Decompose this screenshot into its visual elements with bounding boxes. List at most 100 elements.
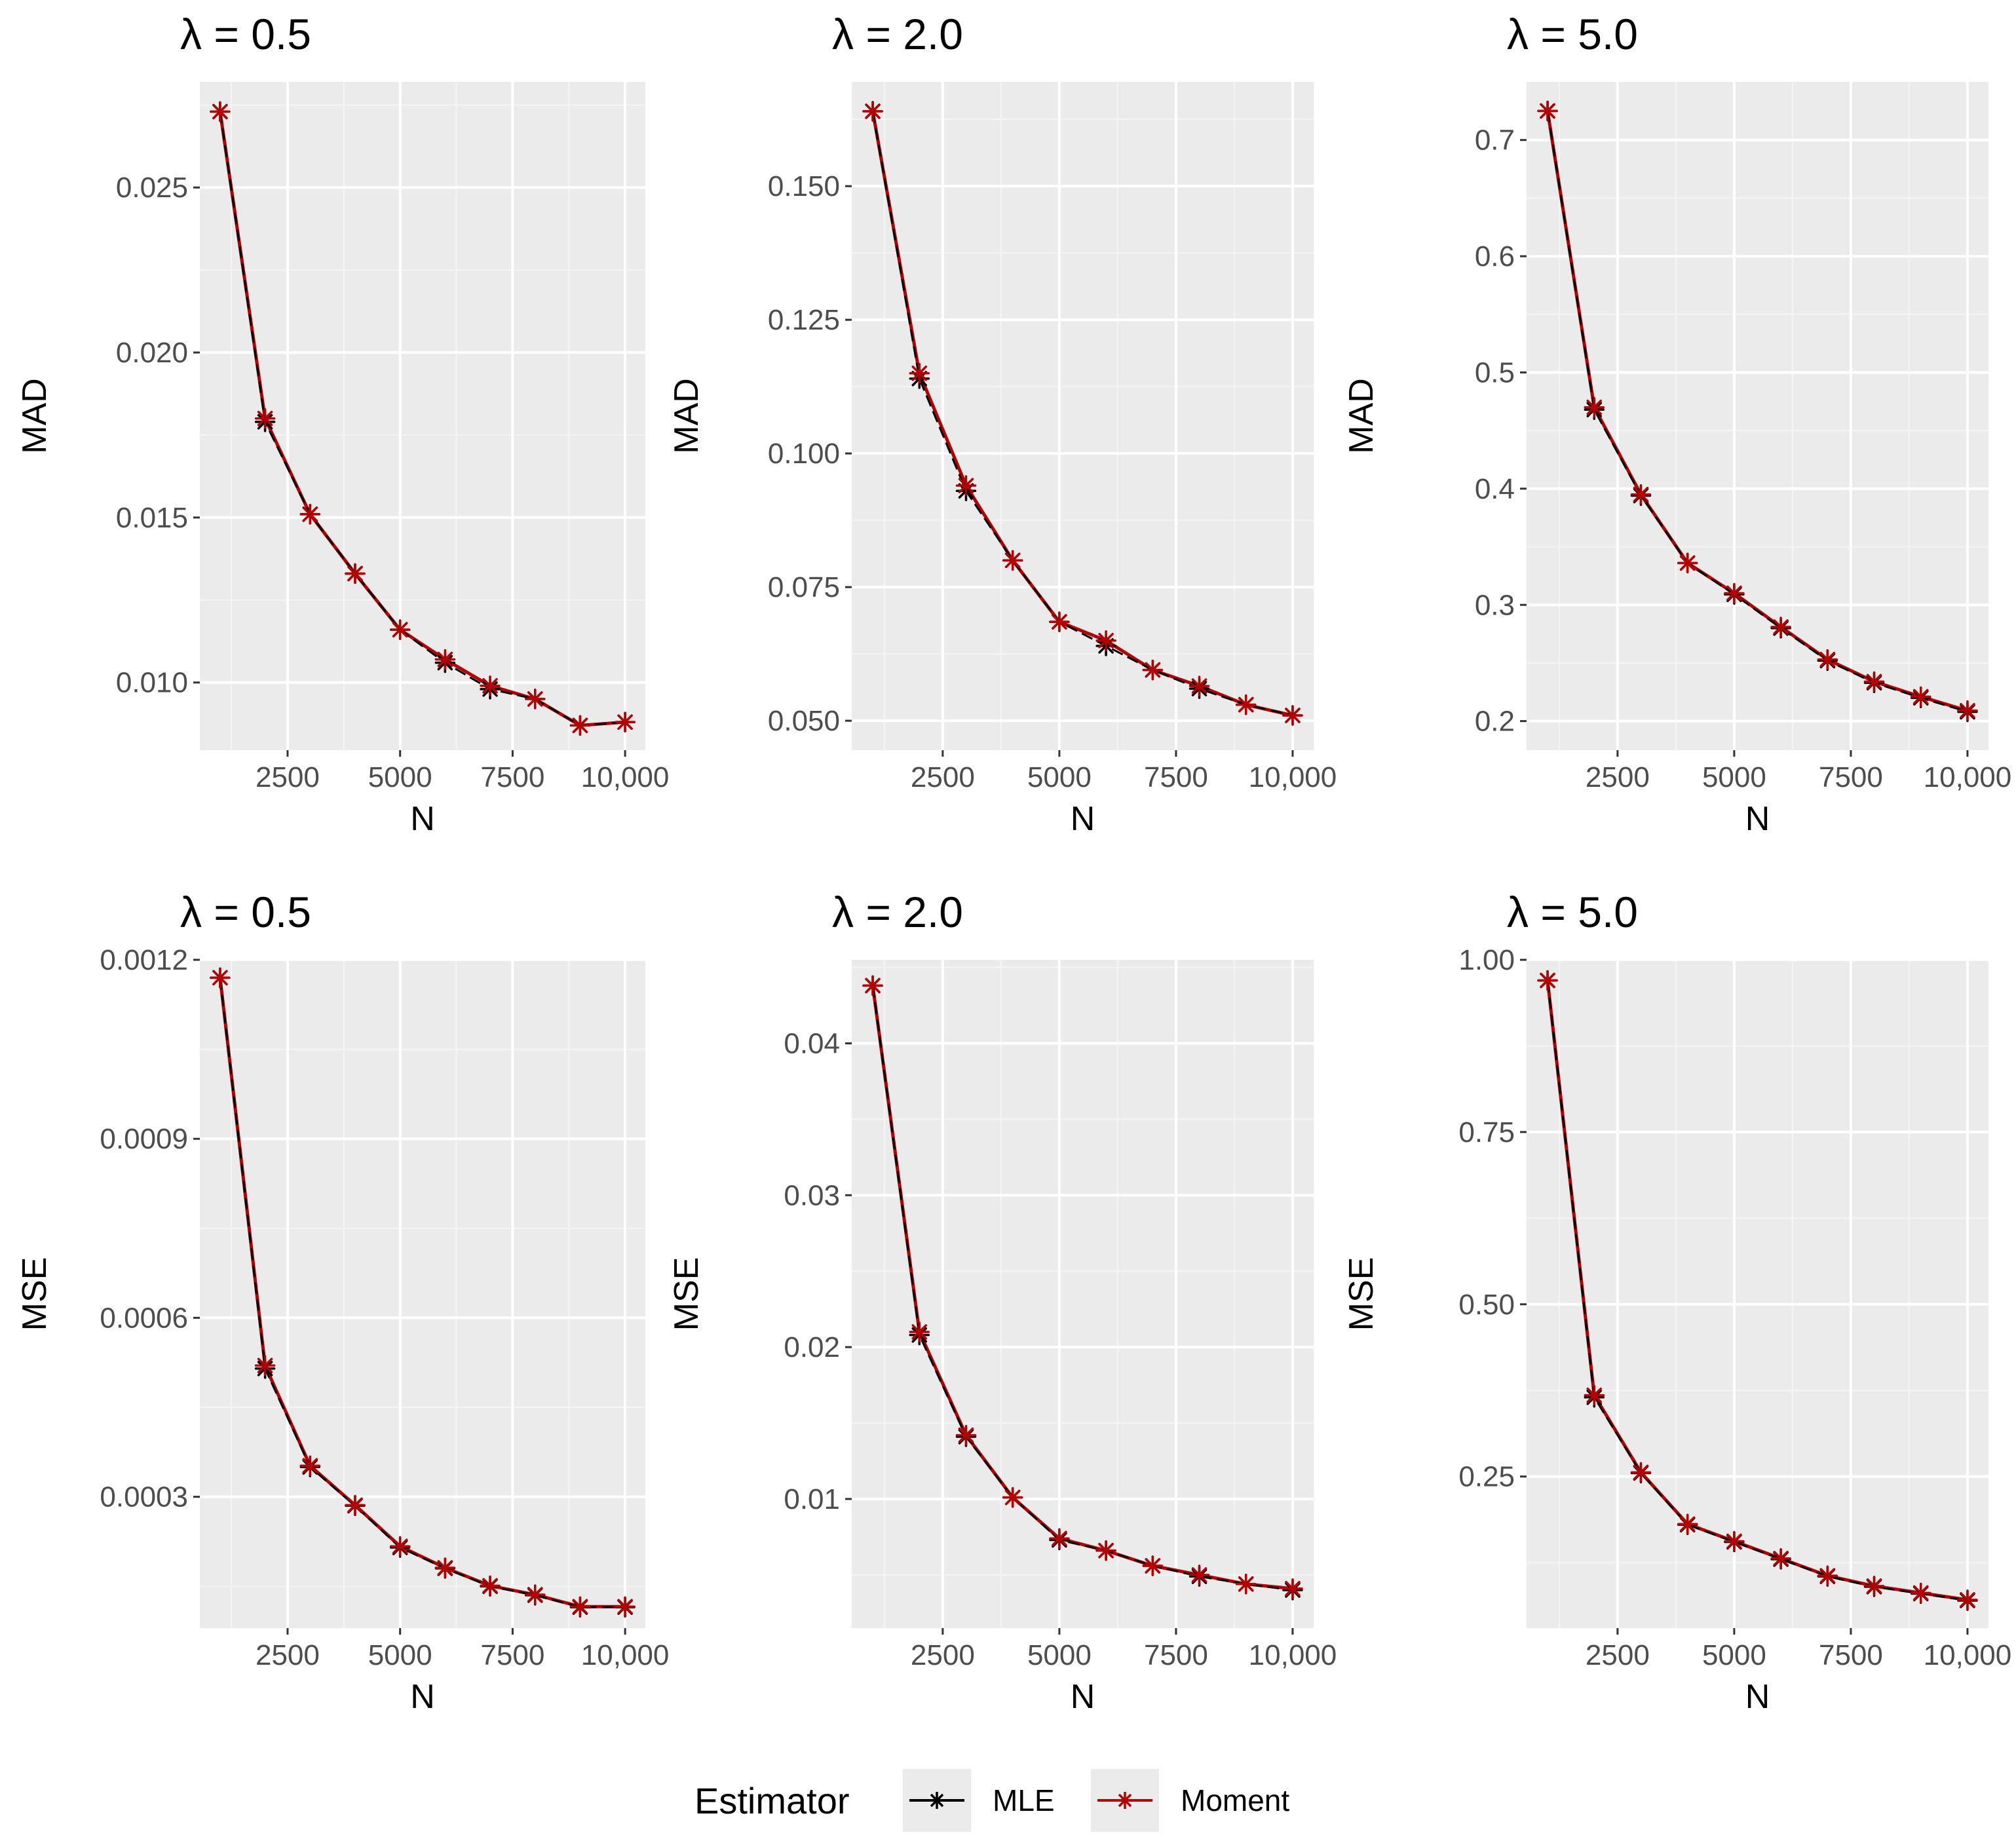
panel-mad-lambda-5-0: 2500 5000 7500 10,000 0.2 0.3 0.4 0.5 0.6 0.7 λ = … xyxy=(1342,10,2011,838)
x-tick-label: 7500 xyxy=(1144,1639,1208,1671)
data-point-moment xyxy=(1817,1565,1838,1586)
x-tick-label: 7500 xyxy=(480,761,544,793)
x-tick-label: 7500 xyxy=(1819,761,1883,793)
data-point-moment xyxy=(1584,1384,1605,1406)
y-axis-title: MAD xyxy=(668,378,706,454)
data-point-moment xyxy=(615,1596,636,1617)
data-point-moment xyxy=(1095,1540,1116,1561)
legend-key-moment-marker xyxy=(1116,1792,1133,1809)
data-point-moment xyxy=(1863,1576,1885,1597)
x-tick-label: 7500 xyxy=(1144,761,1208,793)
data-point-moment xyxy=(955,1424,977,1446)
y-tick-label: 0.4 xyxy=(1475,473,1515,505)
data-point-moment xyxy=(524,689,546,710)
data-point-moment xyxy=(1189,675,1210,696)
y-tick-label: 0.02 xyxy=(784,1331,840,1363)
x-axis-title: N xyxy=(410,800,435,838)
y-tick-label: 0.150 xyxy=(768,170,840,202)
data-point-moment xyxy=(1957,1589,1978,1610)
data-point-moment xyxy=(1910,686,1931,708)
data-point-moment xyxy=(569,1596,591,1617)
panel-background xyxy=(200,82,645,750)
data-point-moment xyxy=(1677,552,1698,574)
data-point-moment xyxy=(480,1575,501,1597)
panel-title: λ = 5.0 xyxy=(1507,10,1638,58)
panel-title: λ = 5.0 xyxy=(1507,888,1638,936)
data-point-moment xyxy=(210,101,231,123)
data-point-moment xyxy=(1537,970,1558,991)
x-tick-label: 10,000 xyxy=(1924,761,2012,793)
data-point-moment xyxy=(389,619,411,640)
data-point-moment xyxy=(1049,611,1070,632)
y-tick-label: 0.050 xyxy=(768,705,840,737)
data-point-moment xyxy=(480,675,501,696)
data-point-moment xyxy=(1002,550,1023,571)
panel-background xyxy=(852,960,1314,1628)
y-tick-label: 0.0009 xyxy=(100,1123,188,1155)
x-tick-label: 5000 xyxy=(1027,761,1092,793)
y-tick-label: 0.01 xyxy=(784,1483,840,1515)
data-point-moment xyxy=(1817,649,1838,670)
y-tick-label: 0.03 xyxy=(784,1179,840,1211)
data-point-moment xyxy=(1142,1555,1164,1576)
panel-background xyxy=(200,960,645,1628)
data-point-moment xyxy=(299,1455,321,1477)
data-point-moment xyxy=(1910,1582,1931,1604)
data-point-moment xyxy=(524,1584,546,1605)
x-tick-label: 2500 xyxy=(911,1639,975,1671)
x-tick-label: 5000 xyxy=(1027,1639,1092,1671)
y-axis-title: MAD xyxy=(16,378,54,454)
legend-title: Estimator xyxy=(694,1780,850,1821)
x-tick-label: 5000 xyxy=(1702,1639,1766,1671)
y-tick-label: 0.6 xyxy=(1475,240,1515,273)
panel-mad-lambda-2-0: 2500 5000 7500 10,000 0.050 0.075 0.100 0.125 0.… xyxy=(668,10,1337,838)
panel-background xyxy=(852,82,1314,750)
data-point-moment xyxy=(210,967,231,989)
x-tick-label: 5000 xyxy=(368,761,432,793)
series-line-mle xyxy=(1546,980,1968,1602)
panel-title: λ = 2.0 xyxy=(832,10,963,58)
data-point-moment xyxy=(1002,1487,1023,1508)
y-tick-label: 0.0006 xyxy=(100,1302,188,1334)
panel-background xyxy=(1527,960,1988,1628)
x-tick-label: 10,000 xyxy=(1249,761,1337,793)
data-point-moment xyxy=(434,1557,456,1578)
panel-mse-lambda-5-0: 2500 5000 7500 10,000 0.25 0.50 0.75 1.00 λ = 5.… xyxy=(1342,888,2011,1716)
x-tick-label: 2500 xyxy=(256,761,320,793)
panel-title: λ = 2.0 xyxy=(832,888,963,936)
data-point-moment xyxy=(615,712,636,732)
data-point-moment xyxy=(1235,1574,1257,1595)
x-axis-title: N xyxy=(410,1678,435,1716)
data-point-moment xyxy=(909,362,930,384)
series-line-mle xyxy=(871,985,1293,1591)
y-tick-label: 0.020 xyxy=(116,337,188,369)
x-tick-label: 7500 xyxy=(480,1639,544,1671)
legend-label-moment: Moment xyxy=(1181,1783,1289,1817)
panel-mse-lambda-2-0: 2500 5000 7500 10,000 0.01 0.02 0.03 0.04 λ = 2.… xyxy=(668,888,1337,1716)
series-line-mle xyxy=(871,111,1293,717)
data-point-moment xyxy=(345,563,366,584)
x-axis-title: N xyxy=(1071,800,1095,838)
y-axis-title: MSE xyxy=(16,1257,54,1331)
y-tick-label: 0.7 xyxy=(1475,124,1515,157)
y-axis-title: MSE xyxy=(1342,1257,1380,1331)
x-tick-label: 10,000 xyxy=(1249,1639,1337,1671)
data-point-moment xyxy=(909,1321,930,1342)
data-point-moment xyxy=(1189,1565,1210,1585)
data-point-moment xyxy=(1677,1513,1698,1534)
panel-background xyxy=(1527,82,1988,750)
y-tick-label: 1.00 xyxy=(1458,944,1515,976)
data-point-moment xyxy=(1142,659,1164,681)
data-point-moment xyxy=(1282,705,1303,726)
data-point-moment xyxy=(254,408,276,429)
data-point-moment xyxy=(254,1355,276,1376)
y-tick-label: 0.5 xyxy=(1475,356,1515,389)
data-point-moment xyxy=(1049,1528,1070,1549)
data-point-moment xyxy=(1724,1530,1745,1552)
data-point-moment xyxy=(1957,700,1978,721)
y-tick-label: 0.04 xyxy=(784,1028,840,1060)
data-point-moment xyxy=(1770,1548,1791,1569)
data-point-moment xyxy=(1724,582,1745,604)
series-line-mle xyxy=(219,977,626,1608)
